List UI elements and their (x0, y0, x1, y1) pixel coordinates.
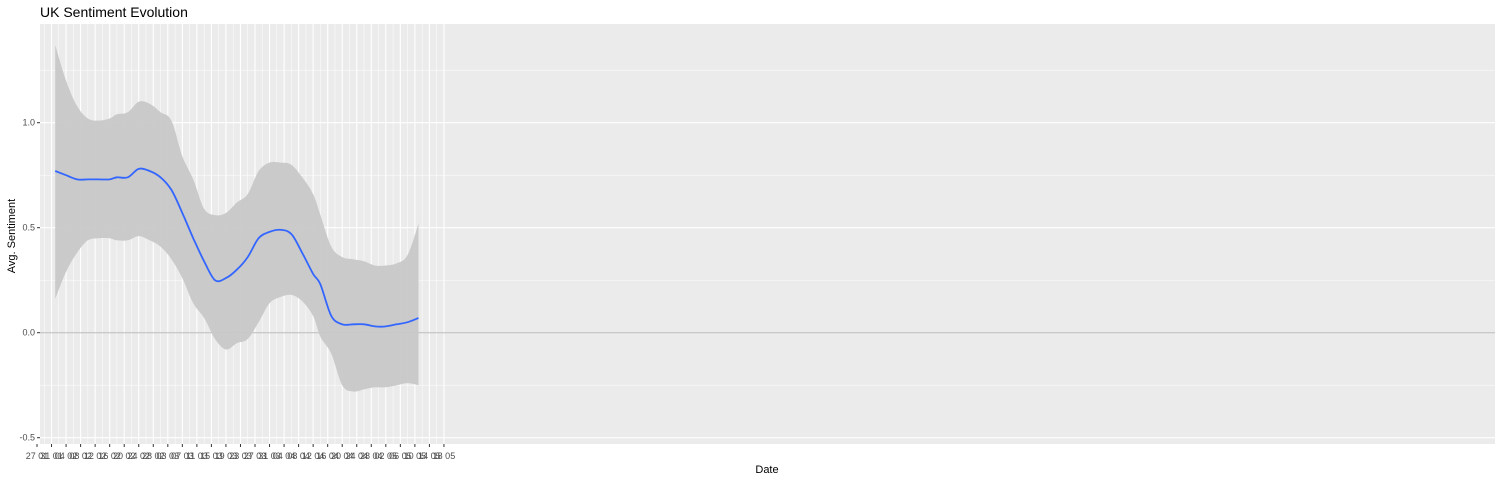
x-tick-label: 23 03 (229, 451, 252, 461)
x-tick-label: 12 02 (84, 451, 107, 461)
x-tick-label: 27 03 (244, 451, 267, 461)
y-tick-label: 0.5 (22, 223, 35, 233)
x-tick-label: 08 02 (69, 451, 92, 461)
y-tick-label: -0.5 (19, 433, 35, 443)
x-tick-label: 10 05 (404, 451, 427, 461)
y-tick-label: 0.0 (22, 328, 35, 338)
x-axis-label: Date (755, 464, 778, 476)
x-tick-label: 24 02 (127, 451, 150, 461)
x-tick-label: 18 05 (433, 451, 456, 461)
x-tick-label: 19 03 (215, 451, 238, 461)
x-tick-label: 31 01 (40, 451, 63, 461)
x-tick-label: 06 05 (389, 451, 412, 461)
x-tick-label: 03 03 (157, 451, 180, 461)
x-tick-label: 02 05 (375, 451, 398, 461)
x-tick-label: 14 05 (418, 451, 441, 461)
y-axis-label: Avg. Sentiment (6, 199, 18, 273)
y-axis-ticks: -0.5 0.0 0.5 1.0 (19, 118, 40, 443)
x-tick-label: 27 01 (26, 451, 49, 461)
x-tick-label: 28 04 (360, 451, 383, 461)
sentiment-trend-line (54, 167, 419, 328)
x-tick-label: 15 03 (200, 451, 223, 461)
x-tick-label: 16 04 (316, 451, 339, 461)
x-tick-label: 20 02 (113, 451, 136, 461)
chart-title: UK Sentiment Evolution (40, 4, 188, 20)
x-tick-label: 07 03 (171, 451, 194, 461)
x-tick-label: 11 03 (186, 451, 208, 461)
x-tick-label: 12 04 (302, 451, 325, 461)
x-tick-label: 20 04 (331, 451, 354, 461)
x-tick-label: 08 04 (287, 451, 310, 461)
x-tick-label: 04 02 (55, 451, 78, 461)
y-tick-label: 1.0 (22, 118, 35, 128)
x-tick-label: 16 02 (98, 451, 121, 461)
x-tick-label: 31 03 (258, 451, 281, 461)
x-tick-label: 28 02 (142, 451, 165, 461)
x-tick-label: 04 04 (273, 451, 296, 461)
x-tick-label: 24 04 (345, 451, 368, 461)
